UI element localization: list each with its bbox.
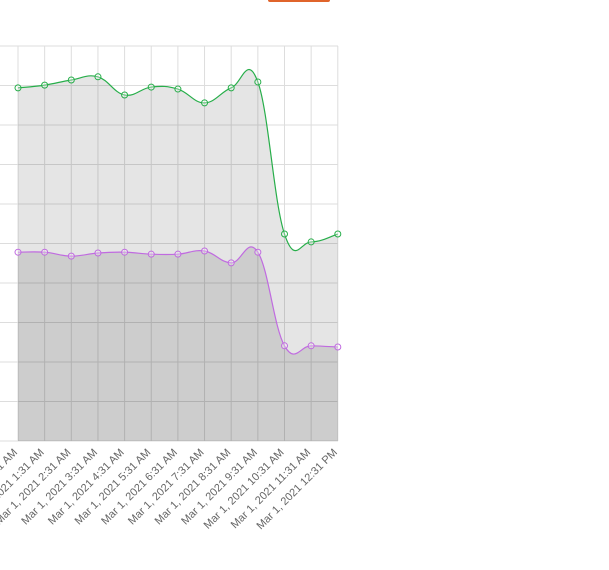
point (67, 76, 75, 84)
point (281, 342, 288, 350)
point (67, 252, 75, 260)
point (201, 99, 209, 107)
point (147, 250, 155, 258)
point (334, 230, 342, 238)
point (254, 78, 262, 86)
line (17, 68, 338, 252)
point (94, 249, 102, 257)
point (254, 248, 262, 256)
area (18, 246, 338, 441)
point (94, 73, 102, 81)
point (41, 81, 49, 89)
point (307, 238, 315, 246)
point (174, 250, 182, 258)
point (14, 248, 22, 256)
point (227, 259, 235, 267)
point (174, 85, 182, 93)
point (307, 342, 315, 350)
point (281, 230, 288, 238)
line (17, 246, 338, 355)
area (18, 69, 338, 442)
point (14, 84, 22, 92)
point (147, 83, 155, 91)
point (121, 91, 129, 99)
point (334, 343, 342, 351)
button[interactable] (268, 0, 330, 2)
point (227, 84, 235, 92)
point (201, 247, 209, 255)
point (121, 248, 129, 256)
point (41, 248, 49, 256)
